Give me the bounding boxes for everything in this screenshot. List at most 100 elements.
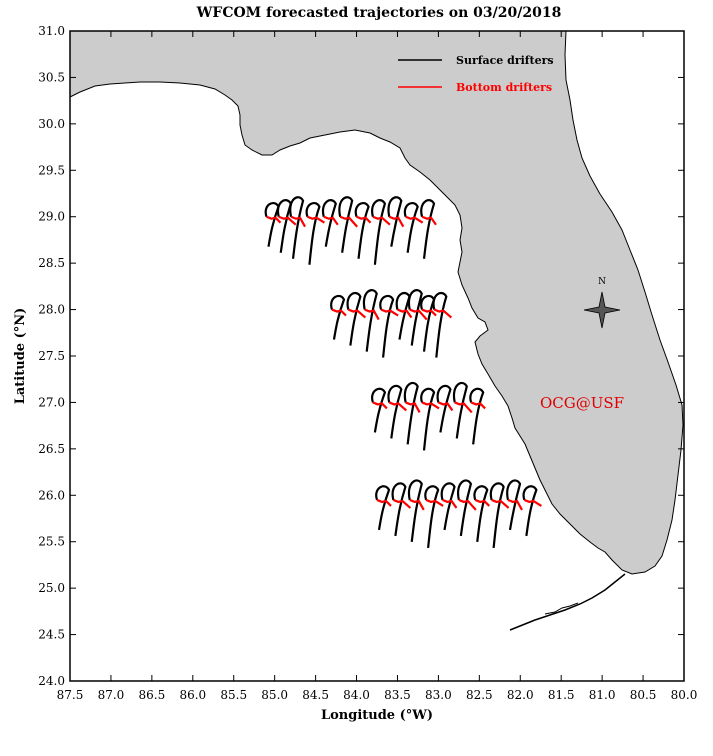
- compass-icon: [583, 291, 621, 329]
- bottom-trajectory: [474, 498, 491, 507]
- bottom-trajectory: [421, 215, 437, 226]
- bottom-trajectory: [405, 401, 421, 413]
- y-tick-label: 27.5: [38, 349, 65, 363]
- map-title: WFCOM forecasted trajectories on 03/20/2…: [196, 5, 562, 21]
- florida-bay-islands: [544, 602, 579, 615]
- bottom-trajectory: [347, 308, 367, 319]
- bottom-trajectory: [266, 215, 282, 224]
- x-tick-label: 80.0: [671, 688, 698, 702]
- surface-trajectory: [456, 479, 473, 537]
- bottom-trajectory: [458, 498, 477, 511]
- legend: Surface drifters Bottom drifters: [398, 54, 554, 94]
- y-tick-label: 24.5: [38, 628, 65, 642]
- y-tick-label: 27.0: [38, 395, 65, 409]
- x-tick-label: 87.0: [98, 688, 125, 702]
- y-tick-label: 28.5: [38, 256, 65, 270]
- surface-trajectory: [379, 294, 395, 358]
- surface-trajectory: [407, 289, 423, 346]
- florida-mainland: [69, 30, 684, 575]
- bottom-trajectory: [409, 308, 428, 321]
- bottom-trajectory: [339, 215, 358, 228]
- bottom-trajectory: [437, 401, 454, 412]
- surface-trajectory: [506, 479, 522, 531]
- bottom-trajectory: [442, 498, 458, 509]
- y-tick-label: 29.0: [38, 210, 65, 224]
- surface-trajectory: [387, 196, 403, 247]
- bottom-trajectory: [421, 308, 437, 317]
- surface-trajectory: [489, 482, 505, 549]
- land-layer: [69, 30, 684, 631]
- x-axis-label: Longitude (°W): [321, 708, 433, 723]
- surface-trajectory: [371, 387, 387, 433]
- surface-trajectory: [387, 384, 403, 439]
- y-tick-label: 26.0: [38, 488, 65, 502]
- bottom-trajectory: [278, 215, 297, 226]
- y-axis: 24.0 24.5 25.0 25.5 26.0 26.5 27.0 27.5 28.0 28.5…: [38, 24, 684, 688]
- compass-north-label: N: [598, 277, 606, 287]
- surface-trajectory: [420, 387, 436, 451]
- bottom-trajectory: [307, 215, 325, 224]
- y-tick-label: 30.5: [38, 70, 65, 84]
- x-axis: 87.5 87.0 86.5 86.0 85.5 85.0 84.5 84.0 83.5 83.0…: [57, 31, 698, 702]
- surface-trajectory: [354, 202, 370, 259]
- y-tick-label: 29.5: [38, 163, 65, 177]
- x-tick-label: 85.5: [220, 688, 247, 702]
- surface-trajectory: [362, 289, 378, 352]
- bottom-trajectory: [331, 308, 347, 317]
- surface-trajectory: [440, 482, 456, 531]
- surface-trajectory: [473, 485, 489, 543]
- x-tick-label: 81.5: [548, 688, 575, 702]
- x-tick-label: 81.0: [589, 688, 616, 702]
- surface-trajectory: [305, 202, 321, 265]
- bottom-trajectory: [433, 308, 453, 319]
- watermark-label: OCG@USF: [540, 394, 624, 412]
- x-tick-label: 80.5: [630, 688, 657, 702]
- bottom-trajectory: [454, 401, 473, 414]
- surface-trajectory: [289, 196, 305, 259]
- x-tick-label: 87.5: [57, 688, 84, 702]
- bottom-trajectory: [491, 498, 510, 509]
- bottom-trajectory: [507, 498, 523, 511]
- y-tick-label: 26.5: [38, 442, 65, 456]
- trajectories-layer: [264, 196, 542, 549]
- bottom-trajectory: [409, 498, 425, 511]
- y-tick-label: 25.5: [38, 535, 65, 549]
- x-tick-label: 83.5: [384, 688, 411, 702]
- legend-bottom-label: Bottom drifters: [456, 81, 552, 94]
- bottom-trajectory: [372, 401, 388, 410]
- x-tick-label: 85.0: [261, 688, 288, 702]
- bottom-trajectory: [470, 401, 486, 410]
- bottom-trajectory: [372, 215, 391, 226]
- y-axis-label: Latitude (°N): [13, 308, 28, 405]
- surface-trajectory: [522, 485, 538, 537]
- y-tick-label: 25.0: [38, 581, 65, 595]
- plot-frame: [69, 30, 685, 682]
- bottom-trajectory: [523, 498, 542, 507]
- surface-trajectory: [338, 196, 354, 253]
- bottom-trajectory: [364, 308, 380, 321]
- x-tick-label: 84.5: [302, 688, 329, 702]
- bottom-trajectory: [397, 308, 413, 319]
- y-tick-label: 28.0: [38, 303, 65, 317]
- surface-trajectory: [469, 387, 485, 445]
- surface-trajectory: [330, 294, 346, 340]
- x-tick-label: 82.5: [466, 688, 493, 702]
- surface-trajectory: [321, 199, 337, 247]
- surface-trajectory: [403, 202, 419, 253]
- y-tick-label: 30.0: [38, 117, 65, 131]
- x-tick-label: 86.5: [139, 688, 166, 702]
- x-tick-label: 86.0: [179, 688, 206, 702]
- legend-surface-label: Surface drifters: [456, 54, 554, 67]
- surface-trajectory: [346, 292, 362, 346]
- bottom-trajectory: [323, 215, 339, 226]
- surface-trajectory: [371, 199, 387, 265]
- bottom-trajectory: [376, 498, 392, 507]
- bottom-trajectory: [388, 215, 405, 228]
- florida-keys: [509, 573, 626, 631]
- x-tick-label: 82.0: [507, 688, 534, 702]
- bottom-trajectory: [380, 308, 399, 317]
- y-tick-label: 24.0: [38, 674, 65, 688]
- surface-trajectory: [403, 381, 419, 445]
- bottom-trajectory: [425, 498, 444, 507]
